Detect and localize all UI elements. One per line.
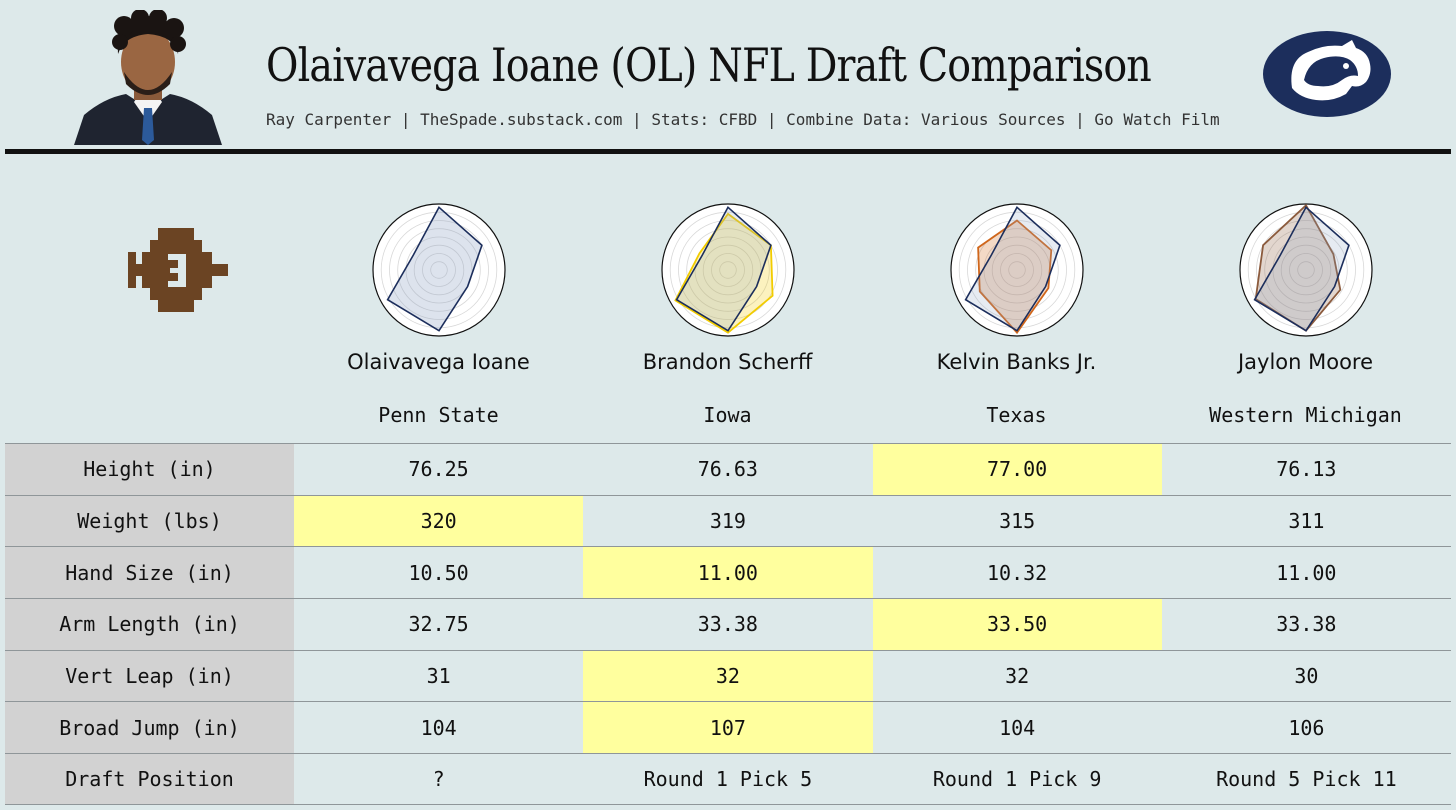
table-cell-best: 32 (583, 650, 873, 702)
table-cell-best: 107 (583, 702, 873, 754)
row-label: Draft Position (5, 754, 294, 804)
player-photo (74, 10, 222, 145)
table-cell-best: 320 (294, 495, 584, 547)
row-label: Hand Size (in) (5, 547, 294, 599)
table-cell: 311 (1288, 509, 1325, 534)
table-cell-best: 77.00 (872, 444, 1162, 495)
radar-grid-ring (999, 253, 1034, 287)
header-divider (5, 149, 1451, 154)
radar-chart (660, 203, 795, 337)
table-cell: 76.25 (408, 457, 469, 482)
player-name: Kelvin Banks Jr. (936, 350, 1097, 374)
radar-grid-ring (396, 228, 481, 312)
player-name: Olaivavega Ioane (347, 350, 530, 374)
radar-chart (1238, 203, 1373, 337)
table-row: Arm Length (in) 32.75 33.38 33.50 33.38 (5, 598, 1451, 650)
table-cell: 30 (1294, 664, 1319, 689)
table-cell: 76.63 (697, 457, 758, 482)
radar-grid-ring (1288, 253, 1323, 287)
table-cell-best: 33.50 (872, 599, 1162, 650)
radar-grid-ring (669, 211, 786, 329)
radar-grid-ring (1255, 220, 1356, 320)
radar-chart (371, 203, 506, 337)
radar-grid-ring (1263, 228, 1348, 312)
radar-grid-ring (1007, 261, 1026, 279)
player-school: Penn State (378, 403, 499, 427)
table-row: Height (in) 76.25 76.63 77.00 76.13 (5, 443, 1451, 495)
table-cell: Round 1 Pick 5 (643, 766, 813, 791)
row-label: Weight (lbs) (5, 495, 294, 547)
penn-state-logo-icon (1263, 31, 1391, 117)
table-cell: 10.32 (987, 560, 1048, 585)
table-cell: 32 (1005, 664, 1030, 689)
radar-grid-ring (677, 220, 778, 320)
comparison-table: Height (in) 76.25 76.63 77.00 76.13 Weight (l… (5, 443, 1451, 805)
table-cell-best: 11.00 (583, 547, 873, 599)
table-cell: 32.75 (408, 612, 469, 637)
radar-series-ioane (964, 206, 1061, 332)
table-cell: Round 5 Pick 11 (1216, 766, 1397, 791)
radar-grid-ring (710, 253, 745, 287)
radar-grid-ring (405, 236, 472, 304)
table-cell: 319 (709, 509, 746, 534)
table-row: Vert Leap (in) 31 32 32 30 (5, 649, 1451, 702)
table-cell: 10.50 (408, 560, 469, 585)
radar-grid-ring (380, 211, 497, 329)
table-cell: 31 (426, 664, 451, 689)
table-row: Hand Size (in) 10.50 11.00 10.32 11.00 (5, 546, 1451, 599)
radar-grid-ring (718, 261, 737, 279)
radar-chart (949, 203, 1084, 337)
row-label: Arm Length (in) (5, 599, 294, 650)
page-title: Olaivavega Ioane (OL) NFL Draft Comparis… (266, 38, 1152, 92)
radar-grid-ring (421, 253, 456, 287)
player-name: Brandon Scherff (642, 350, 813, 374)
player-school: Iowa (703, 403, 752, 427)
radar-grid-ring (429, 261, 448, 279)
radar-grid-ring (1280, 244, 1331, 296)
radar-grid-ring (991, 244, 1042, 296)
player-school: Texas (986, 403, 1047, 427)
radar-series-ioane (386, 206, 483, 332)
radar-grid-ring (974, 228, 1059, 312)
table-row: Weight (lbs) 320 319 315 311 (5, 494, 1451, 547)
radar-series-ioane (1253, 206, 1350, 332)
table-cell: ? (432, 766, 445, 791)
header: Olaivavega Ioane (OL) NFL Draft Comparis… (0, 0, 1456, 150)
radar-grid-ring (388, 220, 489, 320)
table-cell: 33.38 (697, 612, 758, 637)
table-cell: 104 (420, 715, 457, 740)
radar-grid-ring (1247, 211, 1364, 329)
spade-emblem-icon (128, 228, 228, 312)
player-school: Western Michigan (1209, 403, 1402, 427)
radar-grid-ring (1272, 236, 1339, 304)
page-subtitle: Ray Carpenter | TheSpade.substack.com | … (266, 110, 1220, 129)
row-label: Vert Leap (in) (5, 650, 294, 702)
table-cell: 11.00 (1276, 560, 1337, 585)
table-cell: 33.38 (1276, 612, 1337, 637)
radar-grid-ring (694, 236, 761, 304)
table-cell: Round 1 Pick 9 (932, 766, 1102, 791)
row-label: Height (in) (5, 444, 294, 495)
table-cell: 106 (1288, 715, 1325, 740)
radar-grid-ring (413, 244, 464, 296)
table-row: Broad Jump (in) 104 107 104 106 (5, 701, 1451, 754)
radar-grid-ring (1296, 261, 1315, 279)
table-row: Draft Position? Round 1 Pick 5 Round 1 Pic… (5, 753, 1451, 805)
player-name: Jaylon Moore (1237, 350, 1374, 374)
table-cell: 104 (999, 715, 1036, 740)
radar-grid-ring (958, 211, 1075, 329)
table-cell: 315 (999, 509, 1036, 534)
radar-series-ioane (675, 206, 772, 332)
radar-grid-ring (702, 244, 753, 296)
row-label: Broad Jump (in) (5, 702, 294, 754)
table-cell: 76.13 (1276, 457, 1337, 482)
radar-grid-ring (685, 228, 770, 312)
